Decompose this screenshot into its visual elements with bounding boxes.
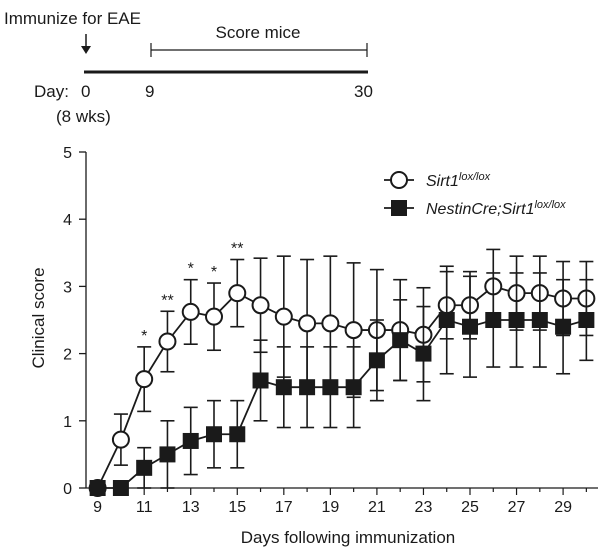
data-point bbox=[276, 379, 292, 395]
x-tick-label: 23 bbox=[415, 499, 433, 516]
data-point bbox=[253, 372, 269, 388]
data-point bbox=[322, 379, 338, 395]
data-point bbox=[90, 480, 106, 496]
series-layer bbox=[90, 249, 595, 496]
data-point bbox=[509, 312, 525, 328]
x-tick-label: 13 bbox=[182, 499, 200, 516]
legend-sup-nestincre: lox/lox bbox=[534, 199, 566, 211]
open-circle-marker-icon bbox=[391, 172, 407, 188]
data-point bbox=[392, 332, 408, 348]
data-point bbox=[555, 319, 571, 335]
immunize-arrow-head-icon bbox=[81, 46, 91, 54]
x-tick-label: 27 bbox=[508, 499, 526, 516]
data-point bbox=[532, 312, 548, 328]
data-point bbox=[485, 312, 501, 328]
y-axis: 0 1 2 3 4 5 bbox=[63, 145, 86, 498]
significance-label: ** bbox=[161, 292, 173, 309]
data-point bbox=[159, 446, 175, 462]
data-point bbox=[253, 297, 269, 313]
data-point bbox=[136, 371, 152, 387]
x-axis-label: Days following immunization bbox=[241, 528, 455, 547]
data-point bbox=[113, 480, 129, 496]
data-point bbox=[369, 352, 385, 368]
timeline-tick-9: 9 bbox=[145, 82, 154, 101]
data-point bbox=[113, 432, 129, 448]
data-point bbox=[159, 334, 175, 350]
data-point bbox=[299, 379, 315, 395]
data-point bbox=[462, 319, 478, 335]
data-point bbox=[206, 426, 222, 442]
x-axis: 9 11 13 15 17 19 21 23 25 27 29 bbox=[86, 488, 598, 516]
y-tick-label: 1 bbox=[63, 414, 72, 431]
legend: Sirt1lox/lox NestinCre;Sirt1lox/lox bbox=[384, 171, 566, 218]
y-tick-label: 2 bbox=[63, 347, 72, 364]
x-tick-label: 25 bbox=[461, 499, 479, 516]
legend-name-nestincre: NestinCre;Sirt1 bbox=[426, 201, 534, 218]
legend-item-nestincre: NestinCre;Sirt1lox/lox bbox=[384, 199, 566, 218]
data-point bbox=[183, 304, 199, 320]
legend-item-sirt1: Sirt1lox/lox bbox=[384, 171, 491, 190]
y-axis-label: Clinical score bbox=[29, 267, 48, 368]
y-tick-label: 4 bbox=[63, 212, 72, 229]
data-point bbox=[322, 315, 338, 331]
significance-label: * bbox=[188, 261, 194, 278]
data-point bbox=[578, 312, 594, 328]
legend-name-sirt1: Sirt1 bbox=[426, 173, 459, 190]
timeline-day-label: Day: bbox=[34, 82, 69, 101]
y-tick-label: 5 bbox=[63, 145, 72, 162]
significance-layer: **** *** bbox=[141, 241, 243, 345]
x-tick-label: 17 bbox=[275, 499, 293, 516]
data-point bbox=[183, 433, 199, 449]
x-tick-label: 15 bbox=[228, 499, 246, 516]
x-tick-label: 21 bbox=[368, 499, 386, 516]
data-point bbox=[415, 346, 431, 362]
significance-label: * bbox=[211, 264, 217, 281]
filled-square-marker-icon bbox=[391, 200, 407, 216]
x-tick-label: 29 bbox=[554, 499, 572, 516]
x-tick-label: 19 bbox=[321, 499, 339, 516]
x-tick-label: 9 bbox=[93, 499, 102, 516]
data-point bbox=[276, 309, 292, 325]
timeline-tick-30: 30 bbox=[354, 82, 373, 101]
legend-sup-sirt1: lox/lox bbox=[459, 171, 491, 183]
data-point bbox=[299, 315, 315, 331]
timeline-age-label: (8 wks) bbox=[56, 107, 111, 126]
significance-label: * bbox=[141, 328, 147, 345]
y-tick-label: 0 bbox=[63, 481, 72, 498]
x-tick-label: 11 bbox=[136, 499, 153, 516]
timeline-schematic: Immunize for EAE Score mice Day: 0 9 30 … bbox=[4, 9, 373, 126]
data-point bbox=[229, 426, 245, 442]
data-point bbox=[346, 379, 362, 395]
data-point bbox=[346, 322, 362, 338]
legend-label-sirt1: Sirt1lox/lox bbox=[426, 171, 491, 190]
data-point bbox=[229, 285, 245, 301]
y-tick-label: 3 bbox=[63, 279, 72, 296]
significance-label: ** bbox=[231, 241, 243, 258]
immunize-label: Immunize for EAE bbox=[4, 9, 141, 28]
legend-label-nestincre: NestinCre;Sirt1lox/lox bbox=[426, 199, 566, 218]
score-mice-label: Score mice bbox=[215, 23, 300, 42]
data-point bbox=[439, 312, 455, 328]
timeline-tick-0: 0 bbox=[81, 82, 90, 101]
data-point bbox=[206, 309, 222, 325]
data-point bbox=[136, 460, 152, 476]
